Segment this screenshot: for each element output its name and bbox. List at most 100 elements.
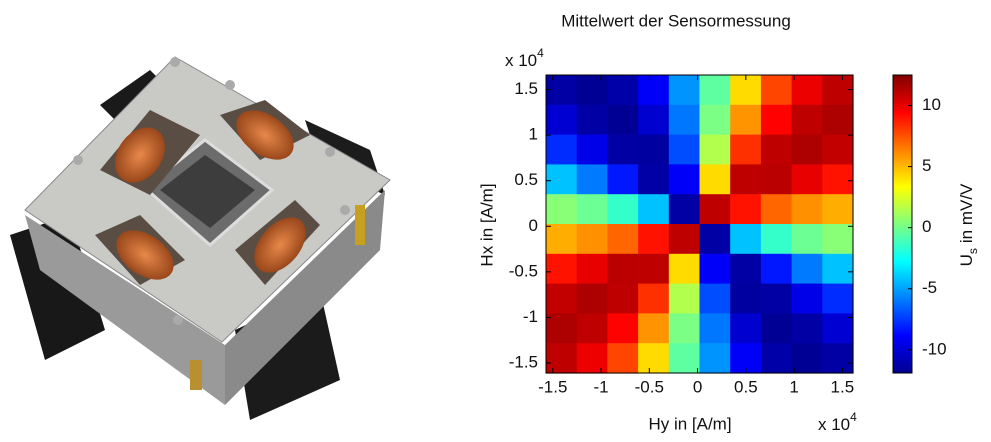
heatmap-cell bbox=[607, 254, 638, 284]
x-tick-label: -1.5 bbox=[538, 377, 567, 396]
heatmap-cell bbox=[669, 224, 700, 254]
heatmap-cell bbox=[761, 254, 792, 284]
chart-title: Mittelwert der Sensormessung bbox=[561, 11, 791, 30]
colorbar-tick-label: 0 bbox=[922, 217, 931, 236]
heatmap-cell bbox=[792, 135, 823, 165]
heatmap-cell bbox=[577, 194, 608, 224]
heatmap-cell bbox=[822, 75, 853, 105]
heatmap-cell bbox=[546, 254, 577, 284]
x-axis-label: Hy in [A/m] bbox=[648, 414, 731, 433]
x-multiplier-base: x 10 bbox=[818, 415, 850, 434]
heatmap-cell bbox=[822, 224, 853, 254]
heatmap-cell bbox=[822, 194, 853, 224]
heatmap-cell bbox=[638, 284, 669, 314]
y-tick-label: -1.5 bbox=[509, 352, 538, 371]
x-multiplier-exponent: 4 bbox=[850, 410, 857, 424]
y-tick-label: 0 bbox=[529, 216, 538, 235]
heatmap-cell bbox=[607, 105, 638, 135]
heatmap-cell bbox=[822, 135, 853, 165]
heatmap-cell bbox=[730, 135, 761, 165]
heatmap-cell bbox=[730, 105, 761, 135]
heatmap-cell bbox=[638, 75, 669, 105]
heatmap-cell bbox=[577, 343, 608, 373]
colorbar-label-rest: in mV/V bbox=[957, 183, 976, 243]
heatmap-cell bbox=[792, 343, 823, 373]
heatmap-cell bbox=[546, 75, 577, 105]
heatmap-cell bbox=[761, 135, 792, 165]
heatmap-cell bbox=[669, 343, 700, 373]
colorbar bbox=[893, 75, 912, 373]
heatmap-cell bbox=[638, 343, 669, 373]
y-axis-label: Hx in [A/m] bbox=[477, 183, 496, 266]
x-tick-label: 0 bbox=[693, 377, 702, 396]
heatmap-cell bbox=[700, 224, 731, 254]
heatmap-cell bbox=[546, 194, 577, 224]
device-photo bbox=[10, 57, 390, 420]
heatmap-cell bbox=[730, 194, 761, 224]
colorbar-tick-label: 10 bbox=[922, 95, 941, 114]
heatmap-cell bbox=[546, 343, 577, 373]
heatmap-cell bbox=[607, 135, 638, 165]
heatmap-cell bbox=[792, 284, 823, 314]
x-tick-label: 1.5 bbox=[831, 377, 855, 396]
heatmap-cell bbox=[638, 194, 669, 224]
heatmap-cell bbox=[669, 313, 700, 343]
heatmap-cell bbox=[546, 313, 577, 343]
y-multiplier-exponent: 4 bbox=[537, 46, 544, 60]
heatmap-cell bbox=[792, 75, 823, 105]
colorbar-label-main: U bbox=[957, 254, 976, 266]
heatmap-cell bbox=[792, 254, 823, 284]
heatmap-cell bbox=[822, 254, 853, 284]
heatmap-cell bbox=[638, 254, 669, 284]
heatmap-cell bbox=[822, 164, 853, 194]
y-multiplier: x 104 bbox=[505, 46, 544, 70]
heatmap-cell bbox=[792, 164, 823, 194]
figure: Mittelwert der Sensormessung x 104 x 104… bbox=[0, 0, 991, 437]
heatmap-cell bbox=[761, 75, 792, 105]
heatmap-cell bbox=[761, 313, 792, 343]
heatmap-cell bbox=[822, 105, 853, 135]
x-tick-label: 0.5 bbox=[734, 377, 758, 396]
heatmap-cell bbox=[638, 224, 669, 254]
heatmap-cell bbox=[730, 313, 761, 343]
heatmap-cell bbox=[700, 105, 731, 135]
x-tick-label: 1 bbox=[789, 377, 798, 396]
heatmap-cell bbox=[700, 343, 731, 373]
heatmap-cell bbox=[669, 135, 700, 165]
heatmap-cell bbox=[700, 164, 731, 194]
heatmap-cell bbox=[577, 105, 608, 135]
heatmap-cell bbox=[577, 313, 608, 343]
heatmap-cell bbox=[669, 194, 700, 224]
colorbar-tick-label: -5 bbox=[922, 278, 937, 297]
heatmap-cell bbox=[546, 224, 577, 254]
y-tick-label: 1 bbox=[529, 125, 538, 144]
heatmap-cell bbox=[730, 254, 761, 284]
heatmap-cell bbox=[607, 284, 638, 314]
heatmap-cell bbox=[669, 105, 700, 135]
heatmap-cell bbox=[730, 224, 761, 254]
heatmap-cell bbox=[700, 135, 731, 165]
heatmap-cell bbox=[577, 254, 608, 284]
heatmap-cell bbox=[730, 284, 761, 314]
heatmap-cell bbox=[669, 164, 700, 194]
heatmap-cell bbox=[669, 75, 700, 105]
heatmap-cell bbox=[700, 194, 731, 224]
heatmap-cell bbox=[607, 313, 638, 343]
y-tick-label: -1 bbox=[523, 307, 538, 326]
heatmap-cell bbox=[607, 75, 638, 105]
heatmap-cell bbox=[638, 105, 669, 135]
x-tick-label: -0.5 bbox=[635, 377, 664, 396]
heatmap-cell bbox=[638, 135, 669, 165]
y-multiplier-base: x 10 bbox=[505, 51, 537, 70]
colorbar-label-subscript: s bbox=[966, 248, 980, 254]
colorbar-tick-label: 5 bbox=[922, 156, 931, 175]
heatmap-cell bbox=[761, 194, 792, 224]
heatmap-cell bbox=[761, 343, 792, 373]
heatmap-cell bbox=[761, 105, 792, 135]
heatmap-cell bbox=[669, 254, 700, 284]
heatmap-cell bbox=[822, 313, 853, 343]
heatmap-cell bbox=[577, 75, 608, 105]
heatmap-cell bbox=[638, 313, 669, 343]
heatmap-cell bbox=[607, 164, 638, 194]
colorbar-tick-label: -10 bbox=[922, 339, 947, 358]
